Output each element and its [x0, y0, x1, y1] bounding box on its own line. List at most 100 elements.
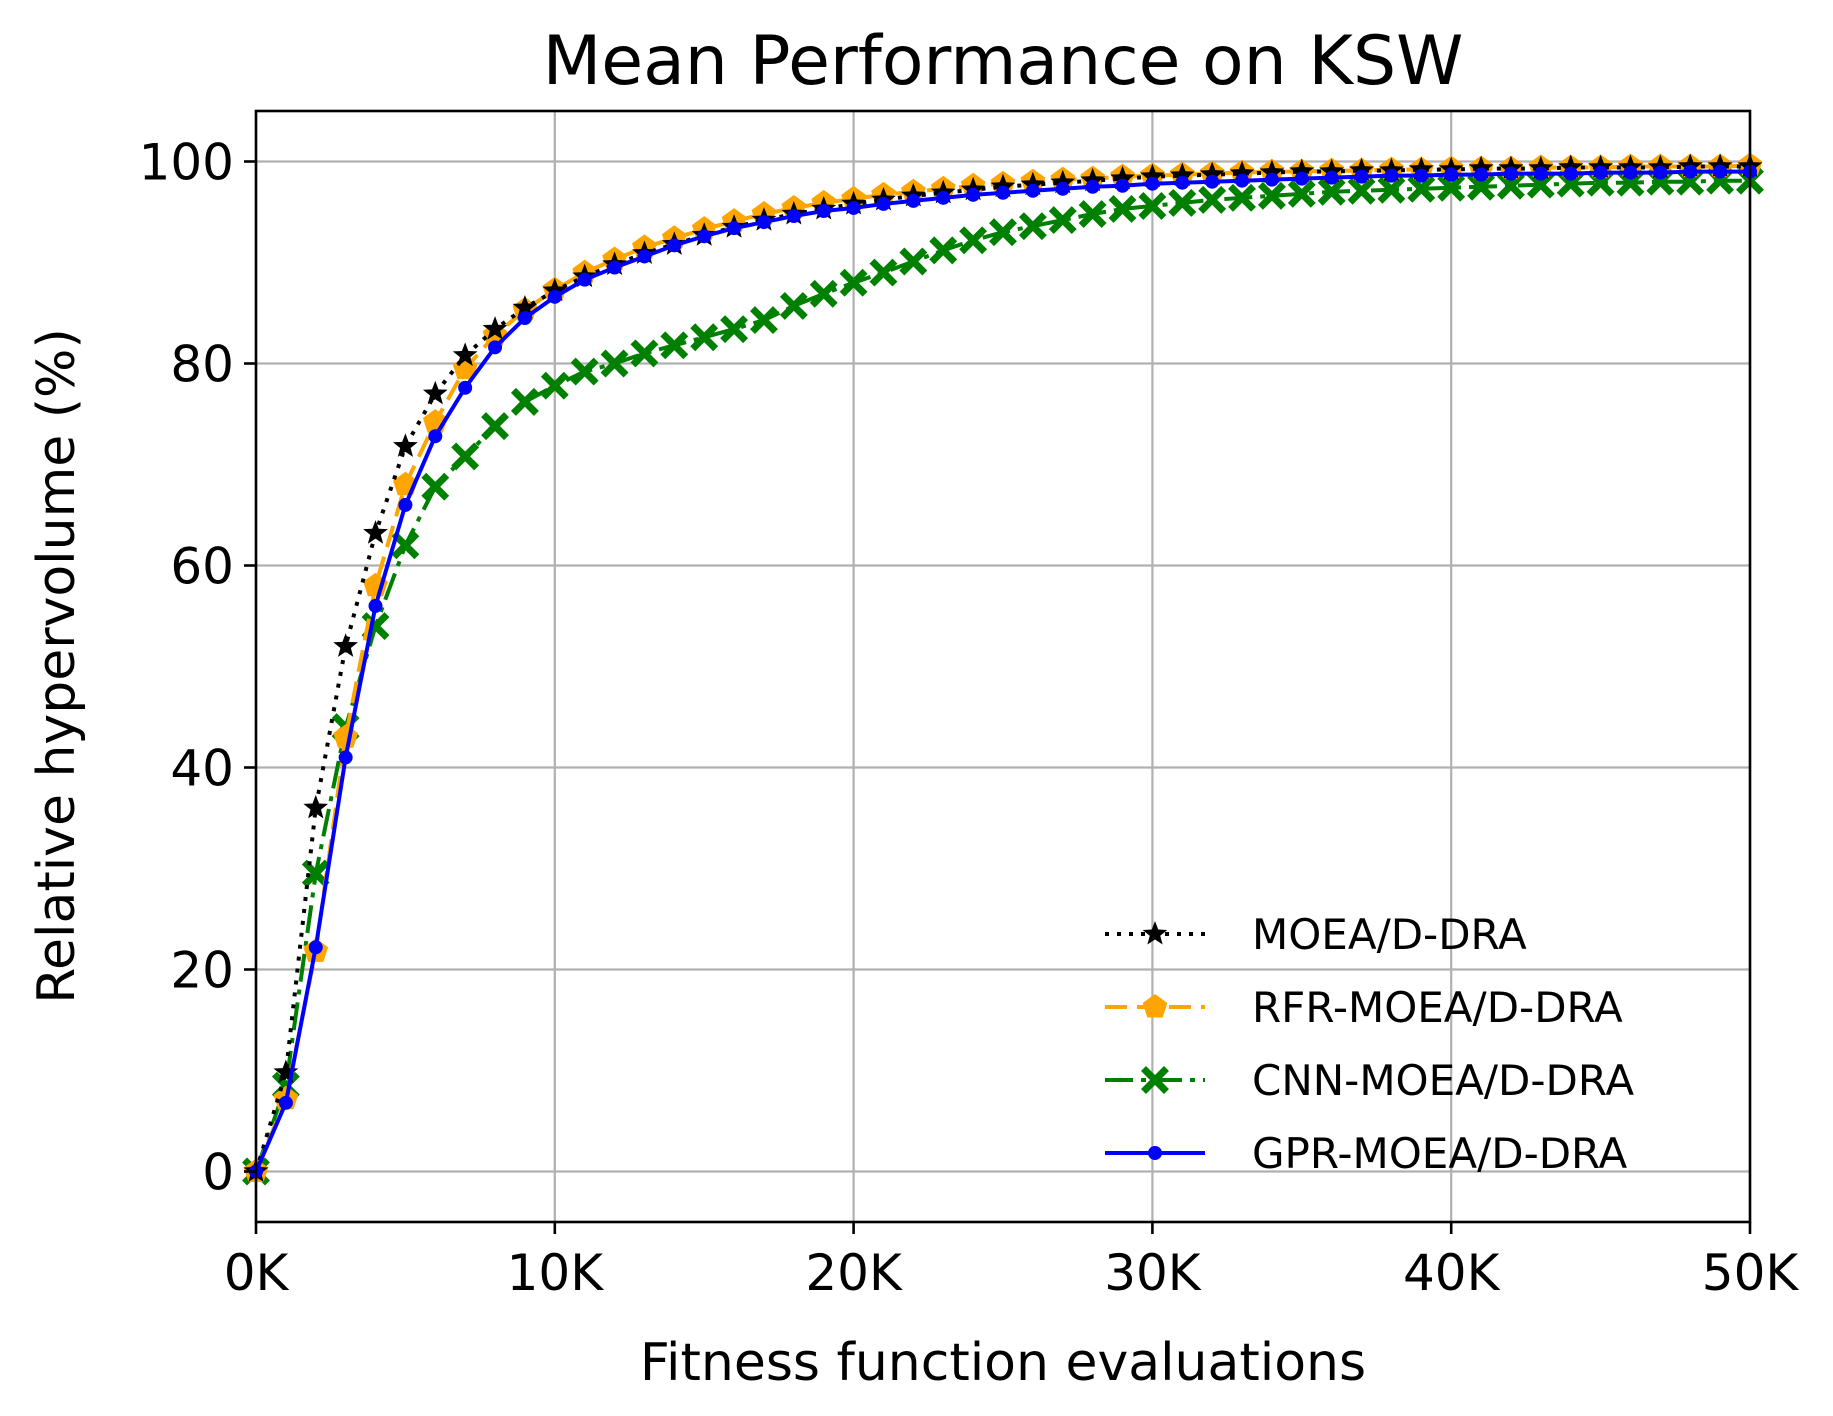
- data-point: [1025, 183, 1040, 198]
- data-point: [458, 380, 473, 395]
- data-point: [517, 311, 532, 326]
- data-point: [839, 268, 868, 297]
- legend-item-rfr-moea-d-dra: RFR-MOEA/D-DRA: [1105, 983, 1623, 1032]
- data-point: [1408, 156, 1434, 181]
- data-point: [301, 859, 330, 888]
- data-point: [547, 289, 562, 304]
- y-tick-label: 60: [170, 538, 234, 596]
- data-point: [577, 272, 592, 287]
- data-point: [750, 306, 778, 335]
- data-point: [393, 433, 418, 457]
- data-point: [1264, 172, 1279, 187]
- data-point: [1168, 188, 1197, 217]
- data-point: [1108, 195, 1137, 223]
- data-point: [779, 291, 808, 320]
- data-point: [1169, 162, 1195, 187]
- data-point: [600, 349, 629, 378]
- data-point: [637, 249, 652, 264]
- data-point: [690, 323, 719, 352]
- data-point: [899, 247, 928, 276]
- data-point: [1349, 157, 1374, 182]
- data-point: [936, 190, 951, 205]
- data-point: [452, 342, 478, 366]
- y-tick-label: 0: [202, 1144, 234, 1202]
- data-point: [1653, 165, 1668, 180]
- legend-item-gpr-moea-d-dra: GPR-MOEA/D-DRA: [1105, 1129, 1628, 1178]
- data-point: [1317, 177, 1346, 206]
- legend-label: CNN-MOEA/D-DRA: [1252, 1056, 1634, 1105]
- data-point: [1474, 167, 1489, 182]
- data-point: [1324, 170, 1339, 185]
- plot-frame: [254, 109, 1752, 1224]
- data-point: [1294, 171, 1309, 186]
- data-point: [989, 218, 1017, 247]
- legend-marker: [1141, 1066, 1169, 1094]
- x-tick-label: 20K: [805, 1244, 903, 1302]
- data-point: [1110, 165, 1135, 190]
- axes-ticks: 0K 10K 20K 30K 40K 50K 0 20 40 60 80 100: [139, 134, 1800, 1303]
- data-point: [451, 442, 480, 471]
- data-point: [1055, 181, 1070, 196]
- data-point: [1175, 175, 1190, 190]
- data-point: [1048, 206, 1077, 235]
- data-point: [1115, 178, 1130, 193]
- data-point: [630, 339, 659, 368]
- data-point: [727, 221, 742, 236]
- data-point: [570, 357, 599, 386]
- data-point: [990, 173, 1016, 198]
- data-point: [1623, 165, 1638, 180]
- data-point: [308, 940, 323, 955]
- series-cnn-moea-d-dra: [242, 166, 1764, 1186]
- data-point: [1138, 191, 1167, 220]
- data-point: [1199, 161, 1225, 186]
- data-point: [1289, 158, 1315, 183]
- data-point: [1354, 169, 1369, 184]
- data-point: [1563, 166, 1578, 181]
- data-point: [876, 196, 891, 211]
- data-point: [510, 387, 539, 416]
- data-point: [966, 187, 981, 202]
- data-point: [1319, 158, 1345, 183]
- data-point: [1347, 176, 1376, 205]
- data-point: [421, 472, 450, 501]
- x-axis-label: Fitness function evaluations: [640, 1333, 1366, 1393]
- data-point: [363, 520, 388, 544]
- data-point: [720, 315, 749, 344]
- data-point: [1020, 171, 1046, 196]
- data-point: [482, 316, 508, 340]
- data-point: [607, 260, 622, 275]
- data-point: [1205, 174, 1220, 189]
- data-point: [786, 209, 801, 224]
- legend-item-cnn-moea-d-dra: CNN-MOEA/D-DRA: [1105, 1056, 1634, 1105]
- data-point: [1384, 168, 1399, 183]
- data-point: [667, 238, 682, 253]
- series-group: [242, 152, 1764, 1186]
- data-point: [906, 193, 921, 208]
- x-tick-label: 0K: [224, 1244, 290, 1302]
- data-point: [756, 215, 771, 230]
- legend-marker: [1148, 1146, 1162, 1160]
- data-point: [540, 371, 569, 400]
- data-point: [1085, 179, 1100, 194]
- data-point: [1713, 164, 1728, 179]
- data-point: [1533, 166, 1548, 181]
- data-point: [1229, 160, 1255, 185]
- legend-marker: [1142, 994, 1168, 1018]
- data-point: [1198, 185, 1227, 214]
- legend-label: RFR-MOEA/D-DRA: [1252, 983, 1623, 1032]
- data-point: [846, 200, 861, 215]
- legend: MOEA/D-DRA RFR-MOEA/D-DRA CNN-MOEA/D-DRA GP…: [1105, 910, 1634, 1178]
- data-point: [1593, 165, 1608, 180]
- data-point: [1526, 170, 1555, 199]
- data-point: [278, 1095, 293, 1110]
- data-point: [1437, 173, 1466, 202]
- data-point: [1503, 166, 1518, 181]
- data-point: [273, 1059, 299, 1084]
- data-point: [929, 236, 958, 265]
- data-point: [391, 531, 420, 560]
- data-point: [959, 226, 988, 255]
- data-point: [542, 277, 568, 302]
- data-point: [1467, 172, 1496, 201]
- data-point: [697, 229, 712, 244]
